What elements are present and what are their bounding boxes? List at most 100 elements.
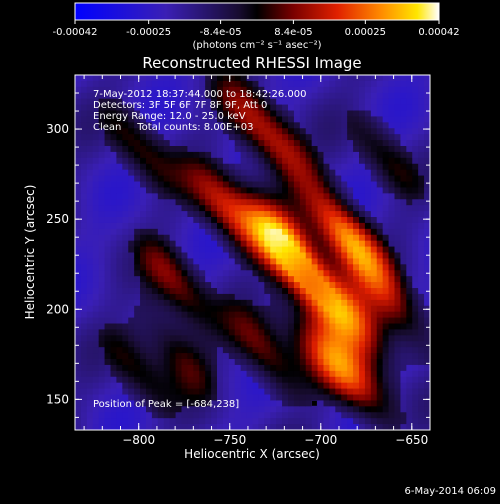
heatmap-cell — [128, 98, 135, 105]
heatmap-cell — [234, 317, 242, 324]
heatmap-cell — [128, 382, 135, 389]
heatmap-cell — [175, 276, 182, 283]
heatmap-cell — [175, 187, 182, 194]
heatmap-cell — [104, 134, 111, 141]
heatmap-cell — [406, 382, 413, 389]
heatmap-cell — [92, 151, 100, 159]
heatmap-cell — [382, 205, 389, 212]
heatmap-cell — [228, 169, 236, 176]
heatmap-cell — [146, 424, 153, 430]
heatmap-cell — [228, 228, 236, 236]
heatmap-cell — [335, 140, 342, 147]
heatmap-cell — [92, 80, 100, 88]
heatmap-cell — [388, 412, 395, 419]
heatmap-cell — [234, 276, 242, 283]
heatmap-cell — [146, 75, 153, 82]
heatmap-cell — [240, 341, 247, 348]
heatmap-cell — [222, 92, 230, 100]
heatmap-cell — [92, 98, 100, 105]
heatmap-cell — [353, 424, 360, 430]
heatmap-cell — [276, 181, 283, 188]
heatmap-cell — [323, 211, 330, 218]
heatmap-cell — [299, 205, 307, 212]
heatmap-cell — [382, 394, 389, 401]
heatmap-cell — [175, 364, 182, 372]
heatmap-cell — [382, 193, 389, 200]
heatmap-cell — [151, 270, 159, 277]
heatmap-cell — [347, 376, 354, 384]
heatmap-cell — [418, 163, 425, 171]
heatmap-cell — [270, 299, 277, 307]
heatmap-cell — [187, 240, 194, 247]
heatmap-cell — [157, 199, 165, 206]
heatmap-cell — [370, 228, 378, 236]
heatmap-cell — [246, 305, 253, 313]
heatmap-cell — [359, 293, 366, 301]
heatmap-cell — [122, 104, 129, 111]
heatmap-cell — [110, 276, 117, 283]
heatmap-cell — [382, 329, 389, 336]
heatmap-cell — [364, 370, 372, 378]
heatmap-cell — [228, 211, 236, 218]
heatmap-cell — [293, 181, 301, 188]
heatmap-cell — [181, 246, 188, 253]
heatmap-cell — [341, 157, 348, 165]
heatmap-cell — [299, 252, 307, 259]
heatmap-cell — [193, 151, 200, 159]
heatmap-cell — [157, 347, 165, 354]
heatmap-cell — [116, 92, 123, 100]
heatmap-cell — [116, 376, 123, 384]
heatmap-cell — [406, 305, 413, 313]
heatmap-cell — [110, 359, 117, 366]
heatmap-cell — [217, 376, 224, 384]
heatmap-cell — [293, 110, 301, 117]
heatmap-cell — [388, 359, 395, 366]
heatmap-cell — [116, 140, 123, 147]
heatmap-cell — [323, 169, 330, 176]
heatmap-cell — [122, 364, 129, 372]
heatmap-cell — [364, 270, 372, 277]
heatmap-cell — [252, 92, 259, 100]
heatmap-cell — [246, 406, 253, 413]
heatmap-cell — [353, 276, 360, 283]
heatmap-cell — [193, 364, 200, 372]
heatmap-cell — [134, 80, 141, 88]
heatmap-cell — [140, 282, 147, 289]
heatmap-cell — [151, 317, 159, 324]
heatmap-cell — [424, 400, 430, 407]
heatmap-cell — [382, 364, 389, 372]
heatmap-cell — [406, 323, 413, 330]
heatmap-cell — [122, 205, 129, 212]
heatmap-cell — [199, 140, 206, 147]
heatmap-cell — [359, 388, 366, 395]
heatmap-cell — [370, 92, 378, 100]
heatmap-cell — [110, 406, 117, 413]
heatmap-cell — [199, 353, 206, 360]
heatmap-cell — [240, 359, 247, 366]
heatmap-cell — [98, 92, 105, 100]
heatmap-cell — [376, 228, 384, 236]
heatmap-cell — [217, 234, 224, 242]
heatmap-cell — [317, 211, 324, 218]
heatmap-cell — [335, 406, 342, 413]
heatmap-cell — [299, 92, 307, 100]
heatmap-cell — [353, 282, 360, 289]
heatmap-cell — [122, 347, 129, 354]
heatmap-cell — [270, 341, 277, 348]
heatmap-cell — [359, 228, 366, 236]
heatmap-cell — [388, 211, 395, 218]
heatmap-cell — [181, 329, 188, 336]
heatmap-cell — [394, 364, 401, 372]
heatmap-cell — [388, 341, 395, 348]
heatmap-cell — [370, 370, 378, 378]
heatmap-cell — [400, 116, 407, 123]
heatmap-cell — [276, 288, 283, 295]
heatmap-cell — [211, 299, 218, 307]
heatmap-cell — [258, 228, 265, 236]
heatmap-cell — [335, 193, 342, 200]
heatmap-cell — [134, 157, 141, 165]
heatmap-cell — [92, 353, 100, 360]
heatmap-cell — [75, 175, 82, 182]
heatmap-cell — [252, 240, 259, 247]
heatmap-cell — [181, 293, 188, 301]
